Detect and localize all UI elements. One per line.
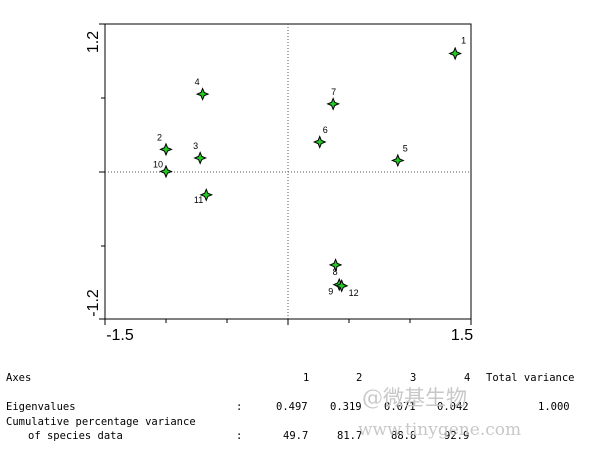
cumulative-label-line2: of species data: [28, 430, 123, 442]
data-point-label-11: 11: [194, 195, 203, 205]
data-point-12: [334, 278, 349, 293]
data-point-label-5: 5: [403, 143, 408, 153]
eigenvalues-colon: :: [236, 401, 243, 413]
data-point-label-4: 4: [195, 77, 200, 87]
data-point-8: [328, 258, 343, 272]
data-point-label-9: 9: [328, 287, 333, 297]
watermark-url: www.tinygene.com: [358, 420, 522, 440]
data-point-label-7: 7: [331, 87, 336, 97]
data-point-label-2: 2: [157, 132, 162, 142]
cumulative-1: 49.7: [283, 430, 309, 442]
cumulative-4: 92.9: [444, 430, 470, 442]
data-point-label-10: 10: [153, 160, 163, 170]
data-point-label-3: 3: [193, 141, 198, 151]
total-variance-value: 1.000: [538, 401, 570, 413]
cumulative-colon: :: [236, 430, 243, 442]
data-point-10: [159, 164, 173, 179]
data-point-label-8: 8: [333, 267, 338, 277]
cumulative-2: 81.7: [337, 430, 363, 442]
data-point-5: [390, 153, 405, 168]
data-point-4: [195, 87, 210, 101]
data-point-6: [312, 135, 327, 149]
eigenvalue-3: 0.071: [384, 401, 416, 413]
data-point-3: [193, 151, 207, 165]
eigenvalue-table: Axes 1 2 3 4 Total variance Eigenvalues …: [0, 366, 600, 452]
x-tick-label-min: -1.5: [106, 327, 134, 344]
data-point-2: [159, 142, 173, 157]
data-point-label-6: 6: [323, 125, 328, 135]
y-tick-label-max: 1.2: [85, 31, 102, 53]
axis-number-1: 1: [303, 372, 310, 384]
eigenvalues-label: Eigenvalues: [6, 401, 76, 413]
total-variance-header: Total variance: [486, 372, 575, 384]
cumulative-label-line1: Cumulative percentage variance: [6, 416, 196, 428]
axes-label: Axes: [6, 372, 32, 384]
axis-number-4: 4: [464, 372, 471, 384]
cumulative-3: 88.8: [391, 430, 417, 442]
axis-number-2: 2: [356, 372, 363, 384]
y-tick-label-min: -1.2: [85, 289, 102, 317]
x-tick-label-max: 1.5: [451, 327, 473, 344]
eigenvalue-1: 0.497: [276, 401, 308, 413]
data-point-label-1: 1: [461, 36, 466, 46]
data-point-label-12: 12: [349, 288, 359, 298]
data-point-7: [326, 97, 340, 111]
watermark-logo-text: @微基生物: [362, 386, 467, 410]
eigenvalue-2: 0.319: [330, 401, 362, 413]
data-point-11: [199, 188, 214, 202]
axis-number-3: 3: [410, 372, 417, 384]
eigenvalue-4: 0.042: [437, 401, 469, 413]
data-point-1: [448, 46, 462, 61]
